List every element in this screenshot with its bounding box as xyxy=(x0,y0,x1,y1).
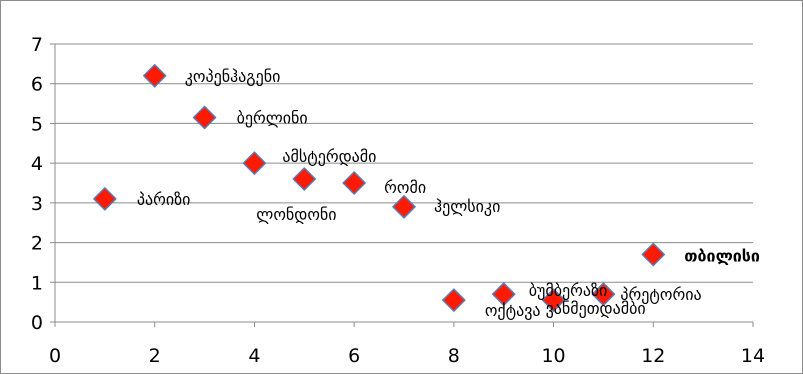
x-tick-label: 8 xyxy=(448,345,460,367)
data-point-label: ბერლინი xyxy=(237,108,308,127)
data-point-label: ლონდონი xyxy=(256,205,336,224)
x-tick-label: 12 xyxy=(641,345,665,367)
x-tick-label: 4 xyxy=(248,345,260,367)
data-point xyxy=(342,171,366,195)
data-points xyxy=(93,64,666,312)
data-point-label: ამსტერდამი xyxy=(282,147,376,166)
x-tick-label: 14 xyxy=(741,345,765,367)
y-tick-label: 1 xyxy=(31,272,43,294)
axes xyxy=(50,43,754,327)
x-tick-label: 2 xyxy=(149,345,161,367)
y-tick-label: 2 xyxy=(31,233,43,255)
y-tick-labels: 0 1 2 3 4 5 6 7 xyxy=(31,34,43,334)
data-point xyxy=(292,167,317,191)
y-tick-label: 6 xyxy=(31,74,43,96)
data-point xyxy=(392,195,416,219)
y-tick-label: 4 xyxy=(31,153,43,175)
data-point xyxy=(641,242,666,267)
data-point-label: თბილისი xyxy=(684,246,760,265)
data-point-label: ჰელსიკი xyxy=(434,197,500,216)
data-point-label: პრეტორია xyxy=(620,285,701,304)
data-point-label: ვანმეთდამბი xyxy=(546,299,646,318)
x-tick-labels: 0 2 4 6 8 10 12 14 xyxy=(49,345,765,367)
data-point xyxy=(591,282,616,306)
y-tick-label: 5 xyxy=(31,113,43,135)
data-point xyxy=(491,282,516,306)
data-point-label: ბუმბერაზი xyxy=(529,281,608,300)
data-point xyxy=(142,64,167,88)
y-tick-label: 7 xyxy=(31,34,43,56)
data-point xyxy=(242,151,267,175)
gridlines xyxy=(55,43,753,283)
data-point-label: პარიზი xyxy=(137,190,191,209)
data-point xyxy=(442,288,466,312)
point-labels: პარიზი კოპენჰაგენი ბერლინი ამსტერდამი ლონდონ… xyxy=(137,67,760,320)
y-tick-label: 0 xyxy=(31,312,43,334)
data-point xyxy=(192,105,217,130)
x-tick-label: 0 xyxy=(49,345,61,367)
data-point-label: კოპენჰაგენი xyxy=(185,67,281,86)
data-point-label: ოქტავა xyxy=(485,301,541,320)
data-point-label: რომი xyxy=(384,178,426,197)
x-tick-label: 6 xyxy=(348,345,360,367)
data-point xyxy=(93,187,117,211)
data-point xyxy=(541,288,566,312)
y-tick-label: 3 xyxy=(31,193,43,215)
x-tick-label: 10 xyxy=(541,345,565,367)
